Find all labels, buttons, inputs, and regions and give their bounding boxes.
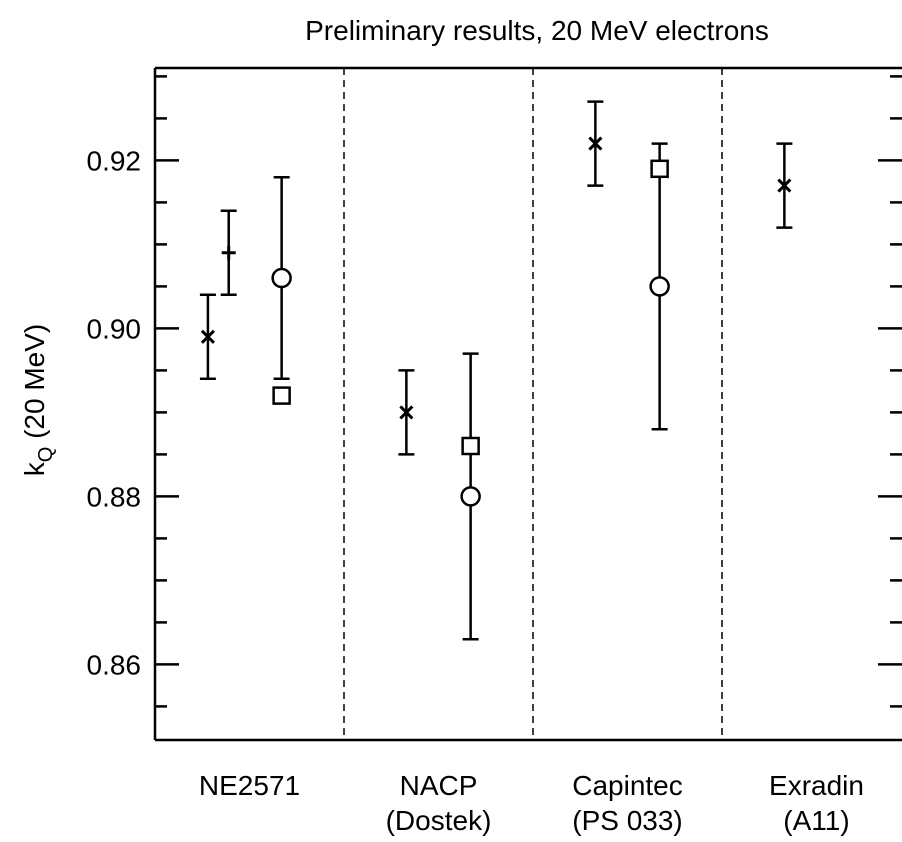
marker-square (652, 161, 668, 177)
group-label-line2: (A11) (783, 805, 849, 836)
group-label: NACP (400, 770, 478, 801)
group-label-line2: (PS 033) (572, 805, 683, 836)
marker-circle (273, 269, 291, 287)
plot-area: 0.86 0.88 0.90 0.92 NE2571 NACP (Dostek) Capint… (87, 68, 902, 836)
y-tick-label: 0.88 (87, 481, 142, 512)
chart-title: Preliminary results, 20 MeV electrons (305, 15, 769, 46)
marker-square (274, 388, 290, 404)
marker-circle (462, 487, 480, 505)
group-label: Capintec (572, 770, 683, 801)
y-axis-label-main: k (19, 461, 50, 476)
group-label: Exradin (769, 770, 864, 801)
y-tick-label: 0.92 (87, 145, 142, 176)
y-axis-label-subscript: Q (35, 447, 57, 463)
y-axis-label: kQ (20 MeV) (19, 324, 57, 477)
marker-square (463, 438, 479, 454)
y-tick-label: 0.86 (87, 649, 142, 680)
y-axis-label-rest: (20 MeV) (19, 324, 50, 447)
y-tick-label: 0.90 (87, 313, 142, 344)
marker-circle (651, 277, 669, 295)
group-label-line2: (Dostek) (386, 805, 492, 836)
group-label: NE2571 (199, 770, 300, 801)
marker-plus (222, 246, 236, 260)
